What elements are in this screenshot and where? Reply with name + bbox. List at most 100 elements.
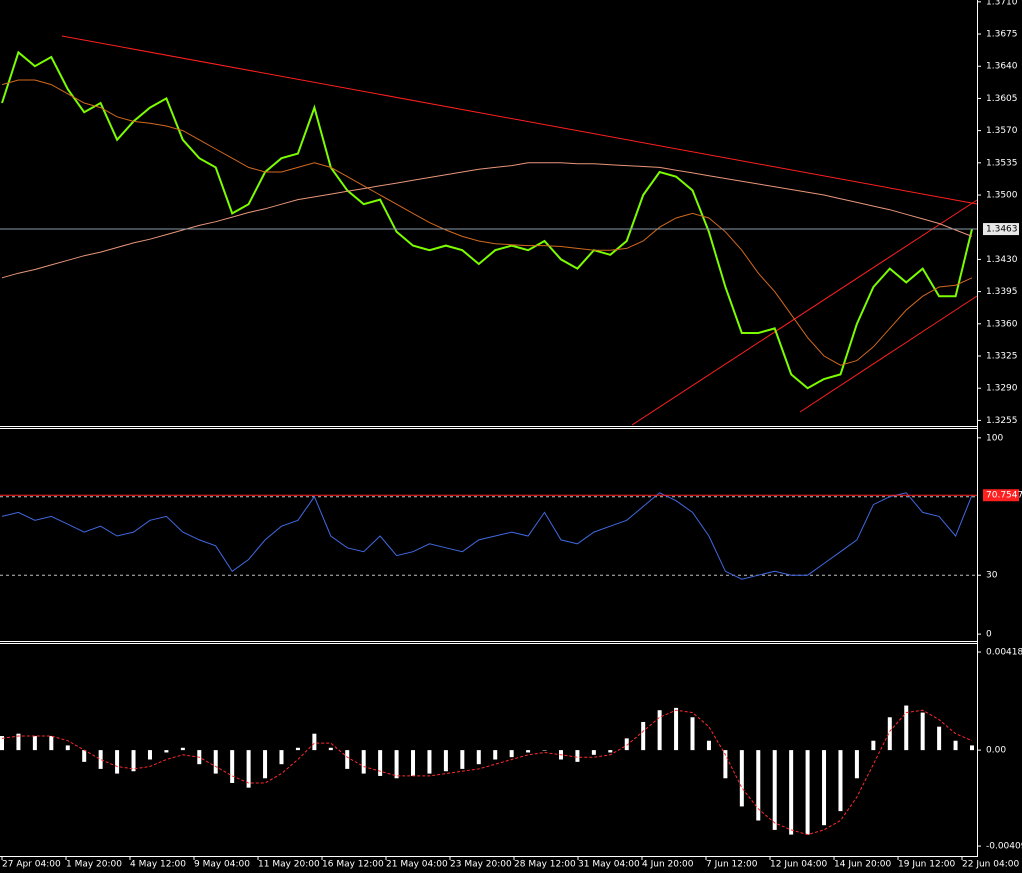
x-tick-label: 4 May 12:00 xyxy=(130,860,186,870)
series-line xyxy=(1,162,973,279)
last-value-box xyxy=(983,223,1019,236)
series-line xyxy=(1,79,973,366)
histogram-bar xyxy=(131,750,136,772)
y-tick-label: 100 xyxy=(986,433,1003,443)
histogram-bar xyxy=(904,705,909,751)
histogram-bar xyxy=(871,740,876,751)
y-tick-label: 1.3360 xyxy=(986,319,1018,329)
y-tick-label: 30 xyxy=(986,571,998,581)
histogram-bar xyxy=(230,750,235,783)
histogram-bar xyxy=(82,750,87,762)
histogram-bar xyxy=(739,750,744,807)
histogram-bar xyxy=(772,750,777,830)
histogram-bar xyxy=(624,738,629,751)
histogram-bar xyxy=(805,750,810,835)
x-tick-label: 1 May 20:00 xyxy=(66,860,122,870)
last-value-box xyxy=(983,489,1019,502)
histogram-bar xyxy=(838,750,843,812)
histogram-bar xyxy=(411,750,416,776)
histogram-bar xyxy=(854,750,859,779)
x-tick-label: 9 May 04:00 xyxy=(194,860,250,870)
channel-line xyxy=(631,199,978,426)
histogram-bar xyxy=(887,717,892,751)
histogram-bar xyxy=(65,745,70,751)
histogram-bar xyxy=(213,750,218,774)
y-tick-label: 1.3430 xyxy=(986,255,1018,265)
x-tick-label: 19 Jun 12:00 xyxy=(898,860,955,870)
histogram-bar xyxy=(756,750,761,821)
histogram-bar xyxy=(789,750,794,835)
histogram-bar xyxy=(526,750,531,753)
series-line xyxy=(1,709,973,836)
histogram-bar xyxy=(98,750,103,769)
histogram-bar xyxy=(822,750,827,826)
y-tick-label: 1.3675 xyxy=(986,30,1018,40)
histogram-bar xyxy=(953,740,958,751)
x-tick-label: 27 Apr 04:00 xyxy=(2,860,61,870)
histogram-bar xyxy=(476,750,481,765)
histogram-bar xyxy=(443,750,448,772)
x-tick-label: 23 May 20:00 xyxy=(450,860,512,870)
histogram-bar xyxy=(690,717,695,751)
histogram-bar xyxy=(246,750,251,788)
histogram-bar xyxy=(312,733,317,751)
histogram-bar xyxy=(295,747,300,751)
y-tick-label: -0.00409 xyxy=(986,842,1022,852)
histogram-bar xyxy=(279,750,284,765)
x-tick-label: 4 Jun 20:00 xyxy=(642,860,694,870)
histogram-bar xyxy=(378,750,383,776)
y-tick-label: 1.3395 xyxy=(986,287,1018,297)
histogram-bar xyxy=(641,721,646,751)
histogram-bar xyxy=(115,750,120,774)
y-tick-label: 0.00 xyxy=(986,746,1006,756)
histogram-bar xyxy=(460,750,465,769)
histogram-bar xyxy=(427,750,432,774)
histogram-bar xyxy=(591,750,596,755)
histogram-bar xyxy=(345,750,350,769)
histogram-bar xyxy=(509,750,514,758)
y-tick-label: 1.3710 xyxy=(986,0,1018,7)
y-tick-label: 1.3290 xyxy=(986,384,1018,394)
y-tick-label: 1.3535 xyxy=(986,158,1018,168)
histogram-bar xyxy=(920,712,925,751)
y-tick-label: 1.3255 xyxy=(986,416,1018,426)
x-tick-label: 22 Jun 04:00 xyxy=(962,860,1019,870)
series-line xyxy=(1,492,973,580)
histogram-bar xyxy=(674,707,679,751)
histogram-bar xyxy=(16,733,21,751)
histogram-bar xyxy=(575,750,580,762)
histogram-bar xyxy=(328,747,333,751)
histogram-bar xyxy=(970,745,974,751)
x-tick-label: 12 Jun 04:00 xyxy=(770,860,827,870)
last-value-label: 70.7547 xyxy=(986,491,1022,501)
y-tick-label: 1.3570 xyxy=(986,126,1018,136)
x-tick-label: 14 Jun 20:00 xyxy=(834,860,891,870)
histogram-bar xyxy=(493,750,498,760)
histogram-bar xyxy=(164,750,169,753)
y-tick-label: 0.00418 xyxy=(986,648,1022,658)
histogram-bar xyxy=(180,747,185,751)
x-tick-label: 31 May 04:00 xyxy=(578,860,640,870)
histogram-bar xyxy=(706,740,711,751)
histogram-bar xyxy=(394,750,399,779)
y-tick-label: 0 xyxy=(986,630,992,640)
histogram-bar xyxy=(361,750,366,774)
channel-line xyxy=(799,295,978,413)
histogram-bar xyxy=(147,750,152,760)
y-tick-label: 1.3640 xyxy=(986,62,1018,72)
histogram-bar xyxy=(32,736,37,751)
x-tick-label: 21 May 04:00 xyxy=(386,860,448,870)
histogram-bar xyxy=(608,750,613,753)
histogram-bar xyxy=(0,736,4,751)
histogram-bar xyxy=(49,736,54,751)
histogram-bar xyxy=(263,750,268,779)
series-line xyxy=(1,50,973,390)
x-tick-label: 7 Jun 12:00 xyxy=(706,860,758,870)
x-tick-label: 11 May 20:00 xyxy=(258,860,320,870)
x-tick-label: 16 May 12:00 xyxy=(322,860,384,870)
y-tick-label: 1.3605 xyxy=(986,94,1018,104)
y-tick-label: 1.3500 xyxy=(986,191,1018,201)
